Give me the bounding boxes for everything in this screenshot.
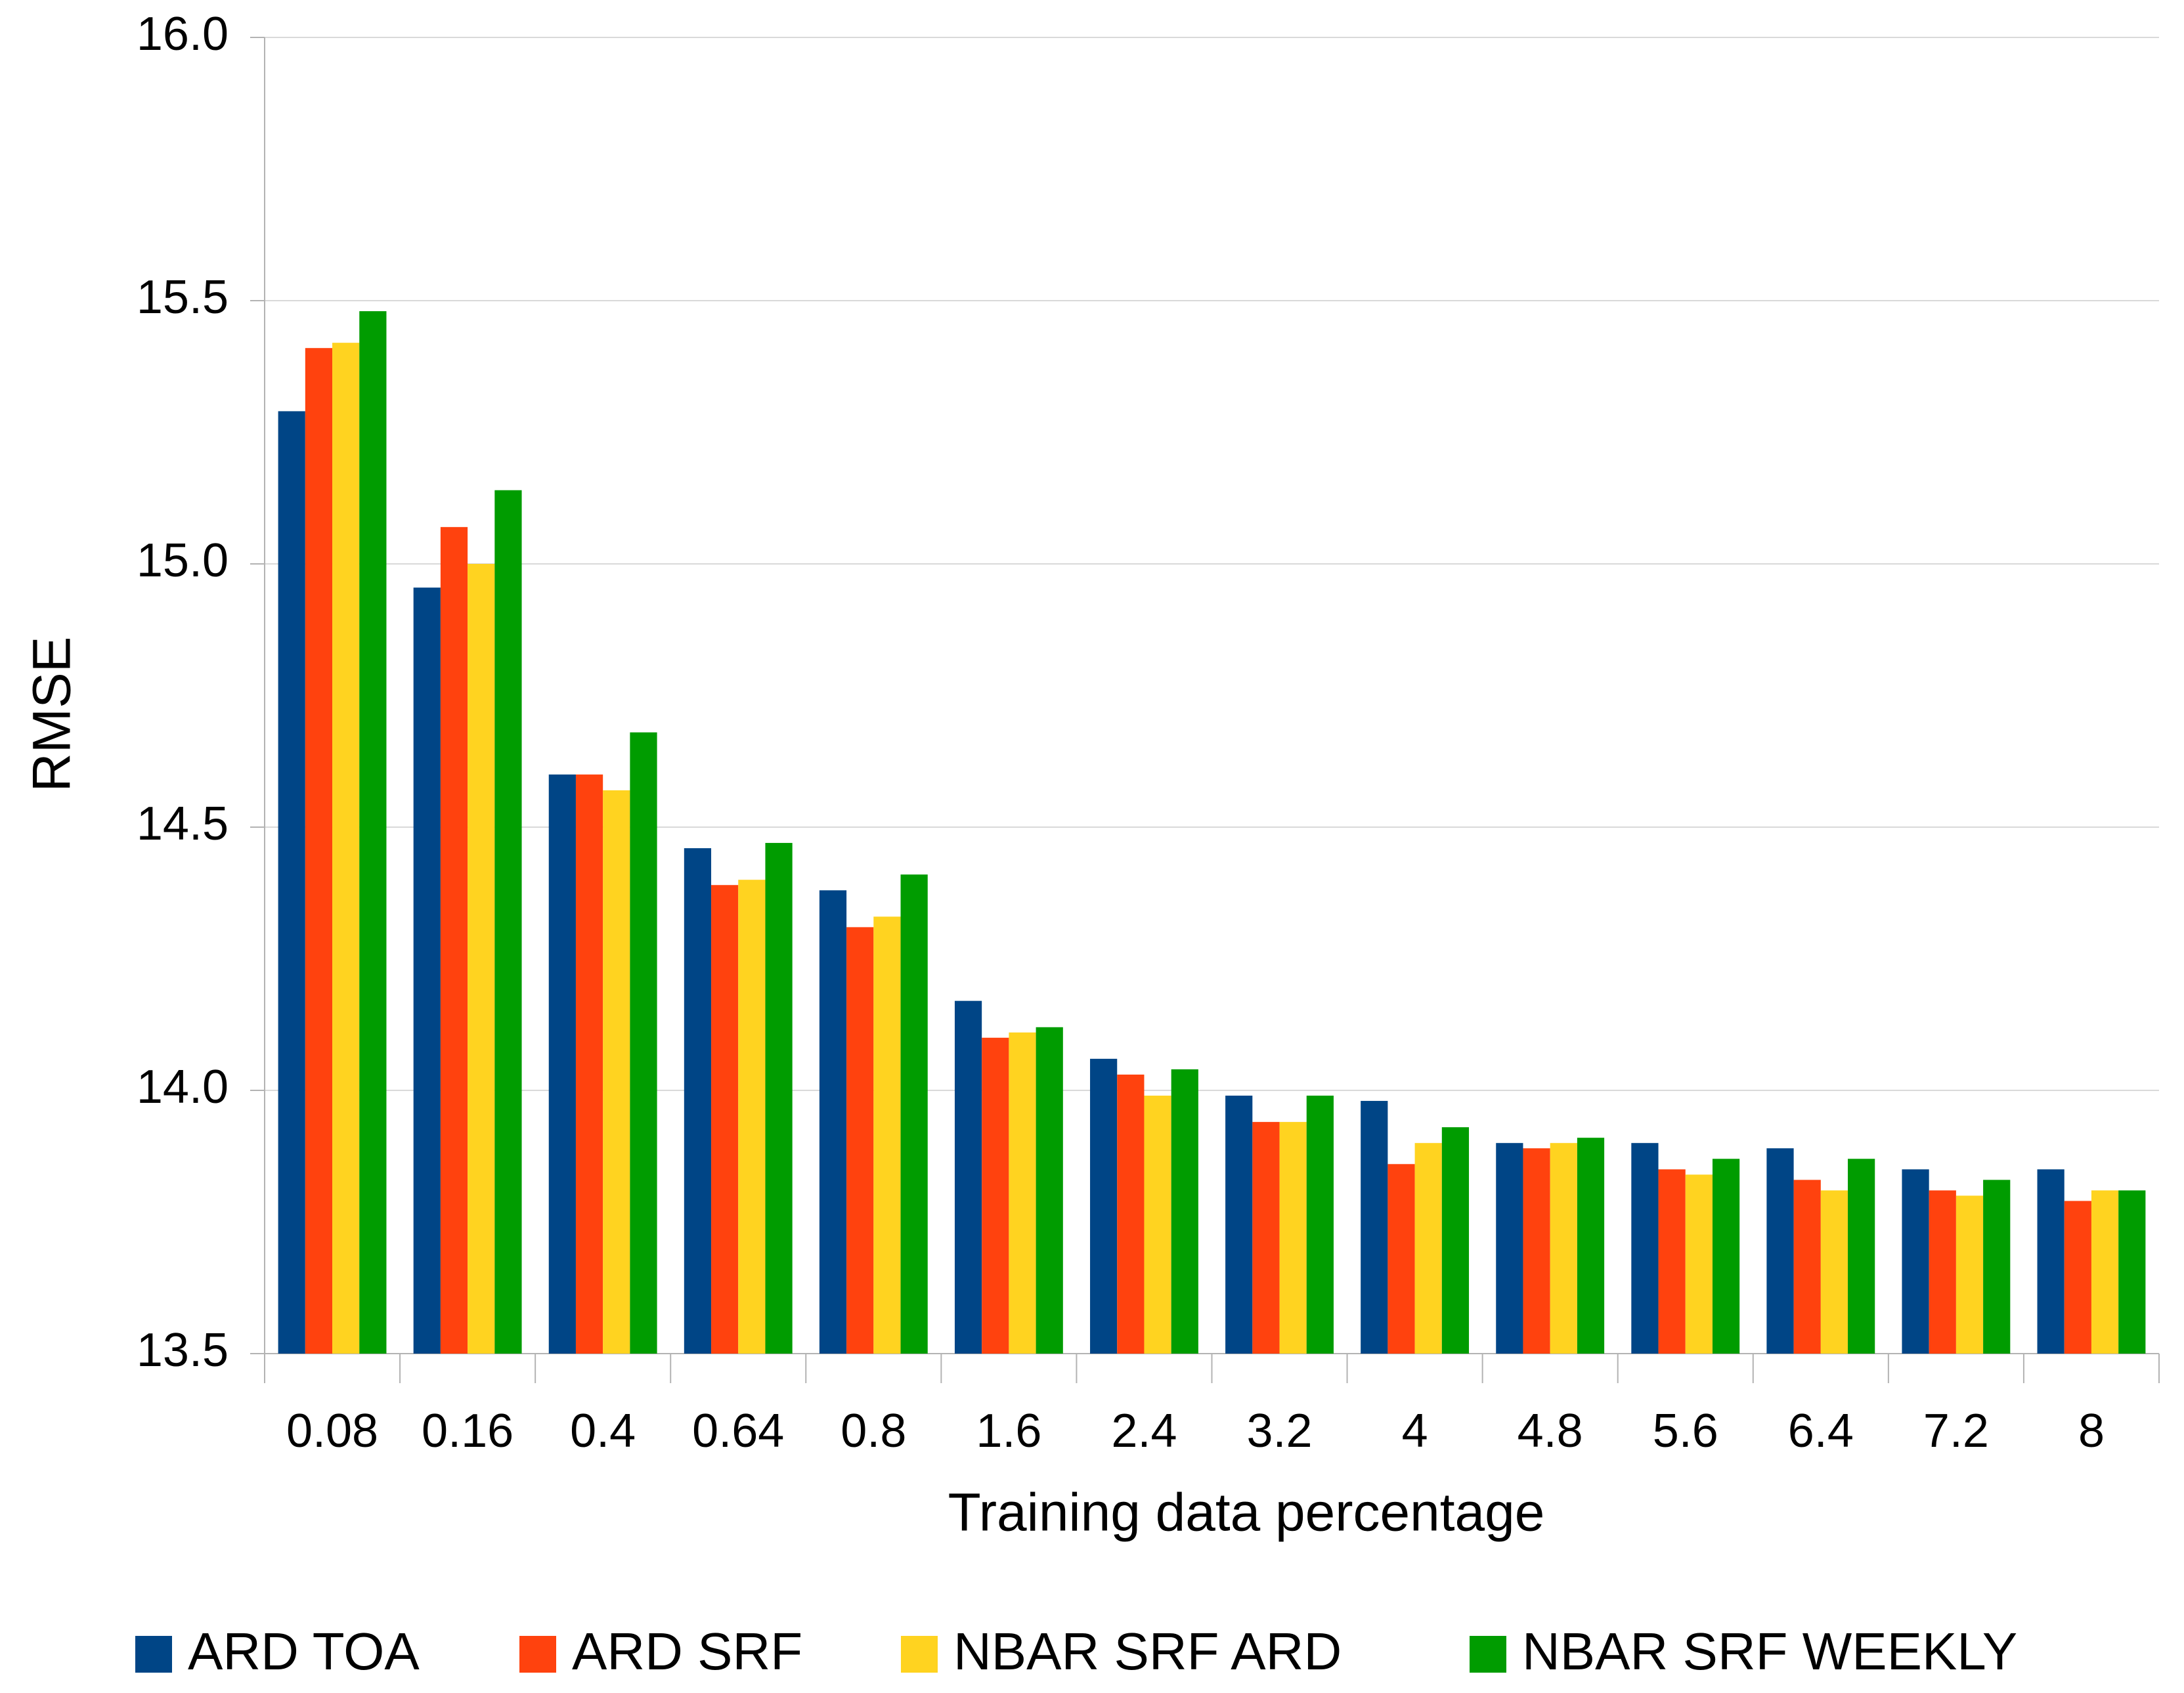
legend-swatch bbox=[901, 1636, 938, 1673]
bar bbox=[359, 311, 387, 1354]
bar bbox=[1387, 1164, 1415, 1354]
y-axis-title: RMSE bbox=[22, 637, 82, 792]
bar bbox=[494, 490, 522, 1354]
bar bbox=[819, 890, 847, 1354]
bar bbox=[1685, 1174, 1713, 1354]
legend-label: ARD SRF bbox=[572, 1622, 802, 1681]
bar bbox=[2091, 1190, 2119, 1354]
y-tick-label: 15.5 bbox=[137, 271, 229, 324]
bar bbox=[1279, 1122, 1307, 1354]
x-tick-label: 8 bbox=[2078, 1405, 2105, 1457]
y-tick-label: 14.5 bbox=[137, 798, 229, 850]
legend-label: NBAR SRF WEEKLY bbox=[1522, 1622, 2017, 1681]
y-tick-label: 14.0 bbox=[137, 1061, 229, 1113]
legend-label: NBAR SRF ARD bbox=[953, 1622, 1342, 1681]
bar bbox=[1252, 1122, 1280, 1354]
bar bbox=[548, 774, 576, 1354]
bar bbox=[1577, 1138, 1605, 1354]
bar bbox=[1117, 1074, 1145, 1354]
x-tick-label: 6.4 bbox=[1788, 1405, 1854, 1457]
bar bbox=[413, 588, 441, 1354]
bar bbox=[1712, 1159, 1740, 1354]
x-tick-label: 4.8 bbox=[1518, 1405, 1583, 1457]
bar bbox=[1848, 1159, 1875, 1354]
bar bbox=[711, 885, 739, 1354]
x-tick-label: 5.6 bbox=[1653, 1405, 1718, 1457]
bar bbox=[1036, 1027, 1063, 1354]
bar bbox=[1414, 1143, 1442, 1354]
x-tick-label: 4 bbox=[1402, 1405, 1428, 1457]
bar bbox=[765, 843, 793, 1354]
bar bbox=[1225, 1096, 1253, 1354]
legend-swatch bbox=[135, 1636, 172, 1673]
bar bbox=[278, 411, 305, 1354]
legend-label: ARD TOA bbox=[188, 1622, 420, 1681]
x-tick-label: 7.2 bbox=[1923, 1405, 1989, 1457]
x-tick-label: 0.64 bbox=[692, 1405, 784, 1457]
bar bbox=[1306, 1096, 1334, 1354]
x-tick-label: 2.4 bbox=[1111, 1405, 1177, 1457]
bar bbox=[738, 880, 766, 1354]
x-tick-label: 0.08 bbox=[286, 1405, 378, 1457]
bar bbox=[468, 564, 495, 1354]
x-tick-label: 0.16 bbox=[422, 1405, 513, 1457]
bar bbox=[1955, 1195, 1984, 1354]
x-tick-label: 0.8 bbox=[841, 1405, 906, 1457]
bar bbox=[332, 343, 360, 1354]
bar bbox=[1983, 1180, 2011, 1354]
bar bbox=[305, 348, 333, 1354]
x-tick-label: 3.2 bbox=[1246, 1405, 1312, 1457]
bar bbox=[1523, 1148, 1550, 1354]
bar bbox=[1441, 1127, 1470, 1354]
legend-swatch bbox=[519, 1636, 556, 1673]
bar bbox=[1766, 1148, 1794, 1354]
y-tick-label: 16.0 bbox=[137, 8, 229, 60]
bar bbox=[900, 874, 928, 1354]
bar bbox=[630, 732, 657, 1354]
bar bbox=[1009, 1032, 1036, 1354]
bar bbox=[1144, 1096, 1171, 1354]
bar bbox=[1550, 1143, 1577, 1354]
legend-swatch bbox=[1470, 1636, 1506, 1673]
bar bbox=[954, 1000, 982, 1354]
bar bbox=[2118, 1190, 2146, 1354]
bar bbox=[440, 526, 468, 1354]
bar bbox=[1361, 1101, 1388, 1354]
bar bbox=[2064, 1201, 2091, 1354]
bar bbox=[846, 927, 874, 1354]
bar bbox=[873, 916, 901, 1354]
bar bbox=[575, 774, 603, 1354]
bar bbox=[1820, 1190, 1848, 1354]
bar bbox=[1658, 1169, 1686, 1354]
bar bbox=[2037, 1169, 2064, 1354]
bar bbox=[1631, 1143, 1659, 1354]
bar bbox=[1902, 1169, 1929, 1354]
y-tick-label: 13.5 bbox=[137, 1324, 229, 1377]
bar bbox=[1929, 1190, 1956, 1354]
x-axis-title: Training data percentage bbox=[948, 1483, 1545, 1543]
bar bbox=[1496, 1143, 1523, 1354]
bar bbox=[1793, 1180, 1821, 1354]
y-tick-label: 15.0 bbox=[137, 534, 229, 587]
bar bbox=[1090, 1058, 1118, 1354]
x-tick-label: 0.4 bbox=[570, 1405, 636, 1457]
x-tick-label: 1.6 bbox=[976, 1405, 1041, 1457]
bar bbox=[982, 1037, 1009, 1354]
bar bbox=[603, 790, 630, 1354]
bar bbox=[1171, 1069, 1198, 1354]
bar bbox=[684, 848, 712, 1354]
